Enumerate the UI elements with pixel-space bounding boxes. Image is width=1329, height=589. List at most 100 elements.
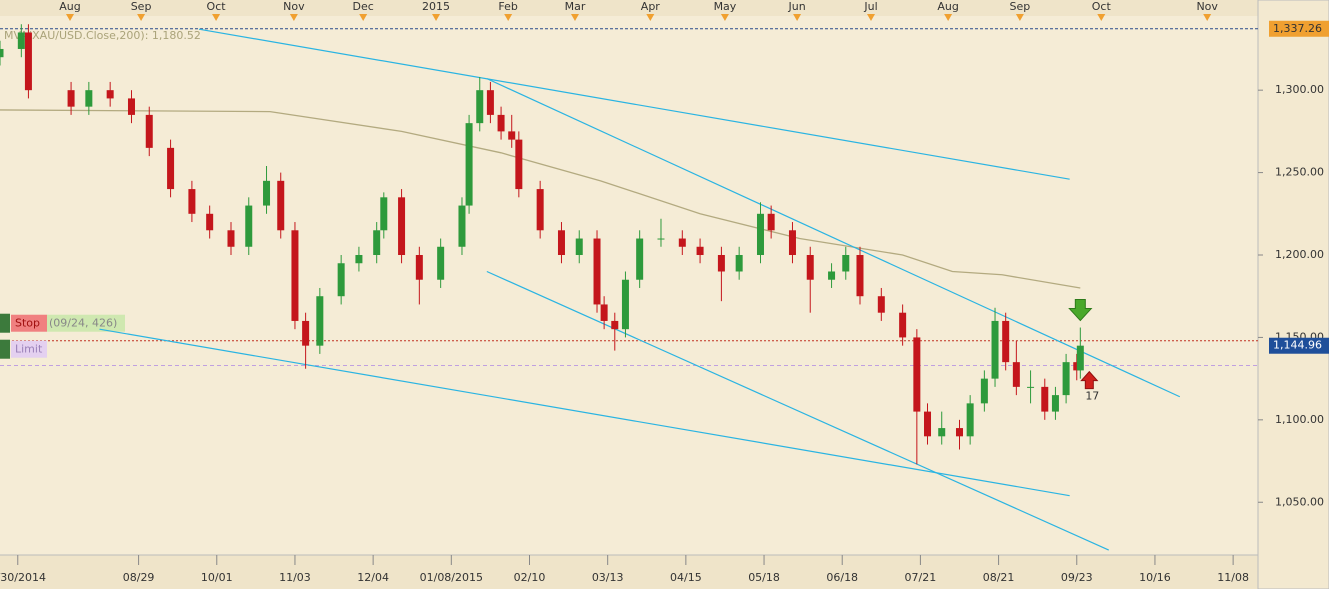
top-tick-label: Jul <box>863 0 877 13</box>
candle-body <box>966 403 974 437</box>
high-level-label: 1,337.26 <box>1273 22 1322 35</box>
candle-body <box>1041 386 1049 412</box>
stop-detail: (09/24, 426) <box>49 317 117 330</box>
candle-body <box>1051 395 1059 412</box>
candle-body <box>717 255 725 272</box>
candle-body <box>756 213 764 256</box>
candle-body <box>476 90 484 124</box>
top-tick-marker <box>1015 14 1024 21</box>
top-tick-marker <box>212 14 221 21</box>
top-tick-marker <box>570 14 579 21</box>
top-tick-label: Aug <box>937 0 958 13</box>
candle-body <box>227 230 235 247</box>
top-tick-marker <box>720 14 729 21</box>
y-tick-label: 1,200.00 <box>1275 248 1324 261</box>
candle-body <box>277 180 285 231</box>
y-tick-label: 1,300.00 <box>1275 83 1324 96</box>
candle-body <box>611 320 619 330</box>
candle-body <box>1027 386 1035 388</box>
candle-body <box>508 131 516 140</box>
x-tick-label: 10/16 <box>1139 571 1171 584</box>
candle-body <box>486 90 494 115</box>
top-tick-label: Jun <box>787 0 805 13</box>
x-tick-label: 11/08 <box>1217 571 1249 584</box>
limit-label: Limit <box>15 343 43 356</box>
candle-body <box>316 296 324 346</box>
last-price-label: 1,144.96 <box>1273 339 1322 352</box>
candle-body <box>913 337 921 412</box>
candle-body <box>24 32 32 91</box>
stop-tag <box>11 314 47 332</box>
candle-body <box>991 320 999 379</box>
top-tick-marker <box>66 14 75 21</box>
candle-body <box>497 114 505 132</box>
x-tick-label: 6/30/2014 <box>0 571 46 584</box>
top-tick-label: Dec <box>353 0 374 13</box>
stop-label: Stop <box>15 317 40 330</box>
top-tick-label: May <box>714 0 737 13</box>
top-tick-label: Apr <box>641 0 661 13</box>
candle-body <box>1076 345 1084 371</box>
candle-body <box>465 123 473 206</box>
last-price-box <box>1269 337 1329 354</box>
candle-body <box>678 238 686 247</box>
candle-body <box>806 255 814 280</box>
top-strip <box>0 0 1258 16</box>
candle-body <box>291 230 299 321</box>
top-tick-marker <box>793 14 802 21</box>
x-tick-label: 07/21 <box>905 571 937 584</box>
high-level-box <box>1269 20 1329 37</box>
y-tick-label: 1,250.00 <box>1275 166 1324 179</box>
candle-body <box>938 428 946 437</box>
candle-body <box>557 230 565 256</box>
candle-body <box>600 304 608 321</box>
top-tick-marker <box>1097 14 1106 21</box>
top-tick-marker <box>432 14 441 21</box>
candle-body <box>515 139 523 190</box>
candle-body <box>337 263 345 297</box>
x-tick-label: 05/18 <box>748 571 780 584</box>
candle-body <box>828 271 836 280</box>
top-tick-marker <box>867 14 876 21</box>
x-tick-label: 01/08/2015 <box>420 571 483 584</box>
trendline <box>486 78 1181 398</box>
x-tick-label: 04/15 <box>670 571 702 584</box>
x-tick-label: 09/23 <box>1061 571 1093 584</box>
top-tick-label: Nov <box>1196 0 1218 13</box>
top-tick-label: Oct <box>207 0 227 13</box>
candle-body <box>263 180 271 206</box>
top-tick-marker <box>137 14 146 21</box>
candle-body <box>188 189 196 214</box>
limit-tag <box>11 340 47 358</box>
top-tick-marker <box>289 14 298 21</box>
candle-body <box>67 90 75 107</box>
x-tick-label: 08/21 <box>983 571 1015 584</box>
x-tick-label: 03/13 <box>592 571 624 584</box>
candle-body <box>856 255 864 297</box>
candle-body <box>1012 362 1020 387</box>
top-tick-label: Sep <box>1010 0 1031 13</box>
candle-body <box>167 147 175 190</box>
candle-body <box>636 238 644 280</box>
candle-body <box>398 197 406 256</box>
x-tick-label: 06/18 <box>826 571 858 584</box>
candle-body <box>735 255 743 272</box>
candle-body <box>788 230 796 256</box>
candle-body <box>85 90 93 107</box>
candle-body <box>1073 362 1081 371</box>
candle-body <box>924 411 932 437</box>
top-tick-label: 2015 <box>422 0 450 13</box>
candle-body <box>302 320 310 346</box>
candle-body <box>877 296 885 313</box>
candle-body <box>955 428 963 437</box>
stop-detail-bg <box>47 314 125 332</box>
candle-body <box>1062 362 1070 396</box>
stop-handle <box>0 313 10 333</box>
x-tick-label: 10/01 <box>201 571 233 584</box>
x-tick-label: 08/29 <box>123 571 155 584</box>
candle-body <box>206 213 214 231</box>
top-tick-label: Sep <box>131 0 152 13</box>
trendline <box>486 270 1109 551</box>
